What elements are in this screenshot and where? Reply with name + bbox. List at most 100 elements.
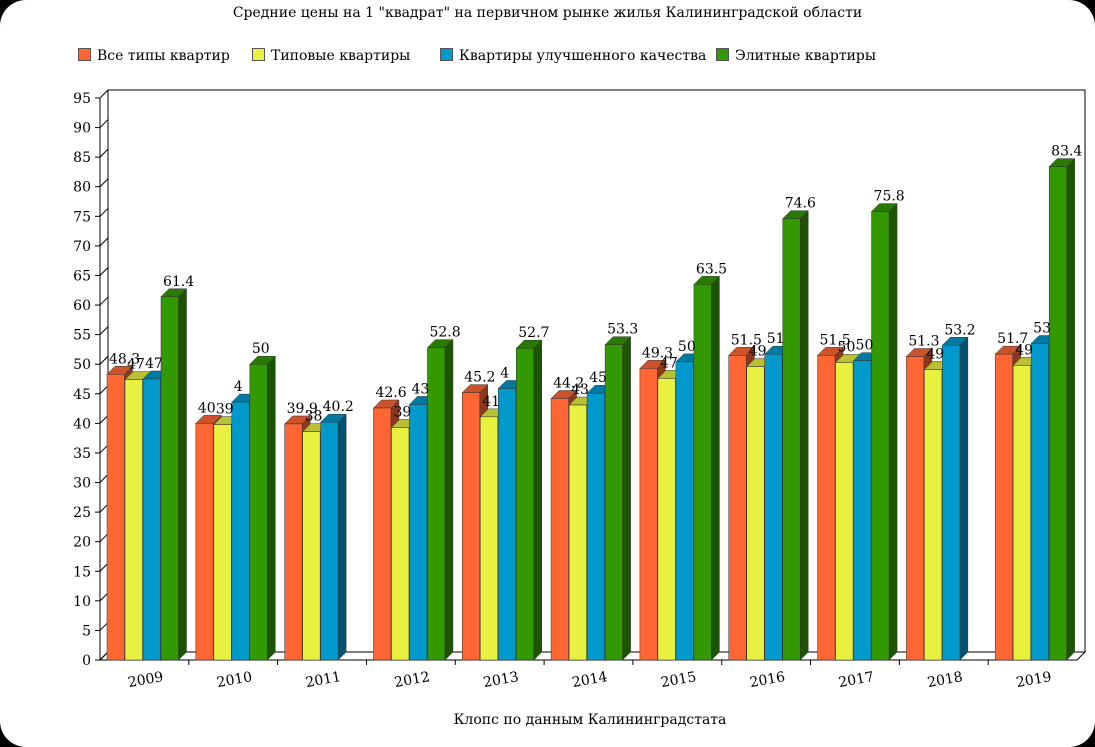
bar xyxy=(231,401,250,661)
data-label: 51 xyxy=(767,331,785,347)
bar xyxy=(782,218,801,661)
x-tick-label: 2012 xyxy=(393,669,431,691)
bar xyxy=(480,416,499,661)
bar xyxy=(586,392,605,661)
bar xyxy=(462,392,481,661)
legend-item-all-types: Все типы квартир xyxy=(78,48,230,64)
bar xyxy=(1012,365,1031,661)
bar xyxy=(1030,343,1049,661)
y-tick-label: 45 xyxy=(73,387,91,403)
y-tick-label: 30 xyxy=(73,476,91,492)
y-tick-label: 95 xyxy=(73,91,91,107)
bar xyxy=(409,404,428,661)
data-label: 49 xyxy=(926,347,944,363)
y-tick-depth xyxy=(99,474,109,483)
y-tick-label: 40 xyxy=(73,416,91,432)
bar xyxy=(195,423,214,661)
y-tick-depth xyxy=(99,267,109,276)
data-label: 39 xyxy=(216,402,234,418)
legend-swatch xyxy=(78,48,91,61)
x-tick-label: 2015 xyxy=(660,669,698,691)
data-label: 51.5 xyxy=(820,332,851,348)
data-label: 47 xyxy=(127,357,145,373)
bar-side xyxy=(959,336,969,661)
data-label: 74.6 xyxy=(785,196,816,212)
y-tick-depth xyxy=(99,148,109,158)
data-label: 53 xyxy=(1033,321,1051,337)
y-tick-label: 80 xyxy=(73,180,91,196)
bar xyxy=(498,388,517,661)
legend-swatch xyxy=(440,48,453,61)
data-label: 50 xyxy=(856,338,874,354)
bar xyxy=(693,284,712,661)
bar-side xyxy=(267,355,276,661)
bar xyxy=(106,374,125,661)
bar xyxy=(942,345,961,661)
y-tick-label: 50 xyxy=(73,357,91,373)
bar xyxy=(516,347,535,661)
bar xyxy=(302,431,321,661)
data-label: 53.2 xyxy=(944,322,975,338)
x-tick-label: 2019 xyxy=(1015,669,1053,691)
bar xyxy=(746,366,765,661)
bar xyxy=(639,368,658,661)
y-tick-depth xyxy=(99,533,109,543)
bar xyxy=(391,427,410,661)
bar-side xyxy=(711,275,720,661)
y-tick-depth xyxy=(99,178,109,188)
y-tick-depth xyxy=(99,119,109,128)
bar xyxy=(142,378,161,661)
legend-swatch xyxy=(252,48,265,61)
data-label: 52.7 xyxy=(518,325,549,341)
data-label: 45 xyxy=(589,370,607,386)
x-tick-label: 2011 xyxy=(304,669,342,691)
bar-side xyxy=(799,210,809,661)
bar xyxy=(657,378,676,661)
bar-side xyxy=(888,202,898,661)
y-tick-depth xyxy=(99,415,109,424)
data-label: 50 xyxy=(252,341,270,357)
y-tick-label: 60 xyxy=(73,298,91,314)
bar-side xyxy=(1066,158,1075,661)
bar xyxy=(604,344,623,661)
bar xyxy=(871,211,890,661)
y-tick-label: 35 xyxy=(73,446,91,462)
y-tick-depth xyxy=(99,651,109,661)
data-label: 61.4 xyxy=(163,274,194,290)
y-tick-depth xyxy=(99,444,109,454)
x-tick-label: 2018 xyxy=(926,669,964,691)
y-tick-depth xyxy=(99,355,109,365)
bar-side xyxy=(337,413,347,661)
y-tick-label: 90 xyxy=(73,121,91,137)
y-tick-label: 20 xyxy=(73,535,91,551)
data-label: 50 xyxy=(678,339,696,355)
data-label: 40.2 xyxy=(323,399,354,415)
y-tick-label: 55 xyxy=(73,328,91,344)
bar xyxy=(1048,166,1067,661)
data-label: 47 xyxy=(660,355,678,371)
x-tick-label: 2014 xyxy=(571,669,609,691)
data-label: 83.4 xyxy=(1051,144,1082,160)
bar xyxy=(853,360,872,661)
bar xyxy=(320,421,339,661)
legend-item-standard: Типовые квартиры xyxy=(252,48,410,64)
data-label: 49 xyxy=(1015,342,1033,358)
data-label: 4 xyxy=(500,365,509,381)
legend-label: Все типы квартир xyxy=(97,48,230,64)
data-label: 51.7 xyxy=(997,331,1028,347)
bar-side xyxy=(533,339,543,661)
bar xyxy=(817,355,836,661)
x-tick-label: 2009 xyxy=(127,669,165,691)
bar xyxy=(568,404,587,661)
x-tick-label: 2013 xyxy=(482,669,520,691)
data-label: 75.8 xyxy=(874,189,905,205)
legend-label: Квартиры улучшенного качества xyxy=(459,48,707,64)
source-note: Клопс по данным Калининградстата xyxy=(453,712,727,728)
data-label: 45.2 xyxy=(464,370,495,386)
bar xyxy=(124,379,143,661)
x-tick-label: 2010 xyxy=(216,669,254,691)
y-tick-label: 25 xyxy=(73,505,91,521)
bar xyxy=(427,347,446,661)
bar xyxy=(835,362,854,661)
x-tick-label: 2017 xyxy=(837,669,875,691)
